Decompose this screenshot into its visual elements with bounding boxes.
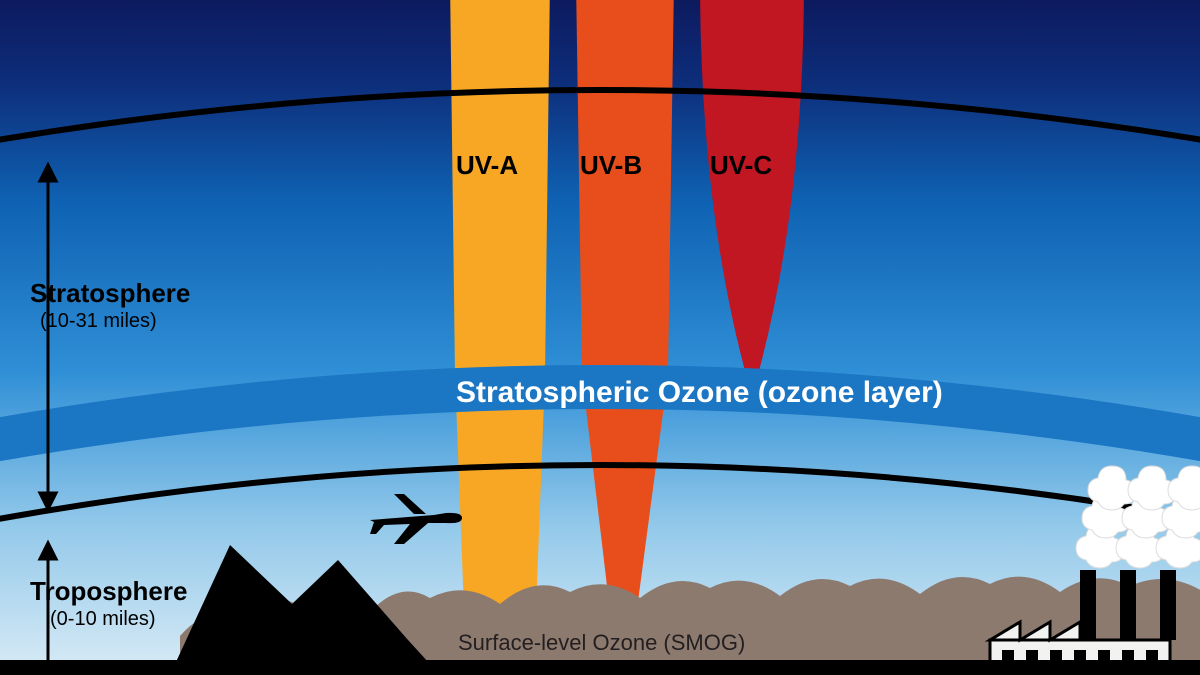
uv-a-label: UV-A (456, 150, 518, 181)
troposphere-subtitle: (0-10 miles) (50, 608, 156, 631)
ozone-layer-label: Stratospheric Ozone (ozone layer) (456, 376, 943, 410)
uv-b-label: UV-B (580, 150, 642, 181)
ground-strip (0, 660, 1200, 675)
stratosphere-subtitle: (10-31 miles) (40, 310, 157, 333)
uv-c-label: UV-C (710, 150, 772, 181)
smog-label: Surface-level Ozone (SMOG) (458, 630, 745, 656)
stratosphere-title: Stratosphere (30, 278, 190, 309)
diagram-svg (0, 0, 1200, 675)
troposphere-title: Troposphere (30, 576, 187, 607)
